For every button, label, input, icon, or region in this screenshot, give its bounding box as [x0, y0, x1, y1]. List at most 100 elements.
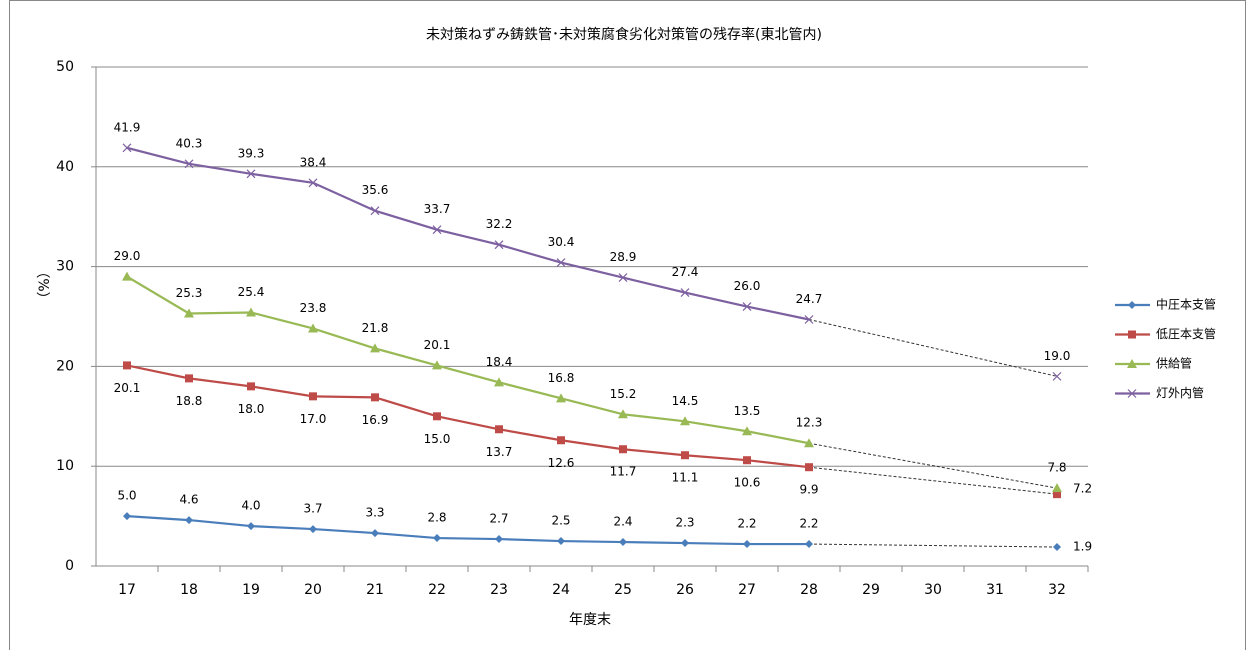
- data-label: 2.4: [613, 515, 632, 529]
- data-point: [743, 540, 751, 549]
- data-label: 20.1: [424, 338, 451, 352]
- data-point: [618, 273, 628, 283]
- data-label: 3.7: [303, 502, 322, 516]
- data-label: 2.2: [799, 517, 818, 531]
- legend-marker: [1128, 330, 1136, 339]
- data-point: [495, 425, 503, 434]
- data-point: [681, 539, 689, 548]
- legend-label: 灯外内管: [1156, 385, 1204, 400]
- data-label: 11.1: [672, 471, 699, 485]
- y-tick-label: 10: [56, 458, 74, 474]
- data-point: [185, 516, 193, 525]
- projection-line: [808, 442, 1058, 489]
- x-tick-label: 20: [304, 582, 322, 598]
- legend-label: 中圧本支管: [1156, 297, 1216, 312]
- x-tick-label: 18: [180, 582, 198, 598]
- data-label: 12.6: [548, 456, 575, 470]
- data-point: [742, 426, 752, 436]
- data-label: 19.0: [1044, 349, 1071, 363]
- series-line: [126, 364, 810, 469]
- y-axis-label: （%）: [37, 264, 53, 305]
- data-label: 24.7: [796, 292, 823, 306]
- data-point: [742, 302, 752, 311]
- data-label: 10.6: [734, 476, 761, 490]
- data-point: [309, 392, 317, 401]
- data-point: [556, 393, 566, 403]
- data-point: [371, 529, 379, 538]
- data-point: [246, 307, 256, 317]
- data-label: 26.0: [734, 279, 761, 293]
- series-line: [126, 146, 810, 321]
- data-label: 2.2: [737, 517, 756, 531]
- data-point: [247, 522, 255, 531]
- data-label: 1.9: [1073, 540, 1092, 554]
- x-tick-label: 22: [428, 582, 446, 598]
- series-line: [126, 515, 809, 546]
- legend-label: 供給管: [1156, 356, 1192, 371]
- data-point: [371, 393, 379, 402]
- data-point: [619, 538, 627, 547]
- data-point: [494, 240, 504, 250]
- y-tick-label: 30: [56, 259, 74, 275]
- data-point: [370, 343, 380, 353]
- projection-line: [808, 543, 1058, 548]
- data-label: 4.0: [241, 499, 260, 513]
- data-label: 21.8: [362, 321, 389, 335]
- data-label: 13.7: [486, 445, 513, 459]
- data-point: [309, 525, 317, 534]
- legend-marker: [1127, 359, 1137, 368]
- data-label: 27.4: [672, 265, 699, 279]
- data-label: 16.9: [362, 413, 389, 427]
- data-point: [1052, 371, 1062, 381]
- data-label: 11.7: [610, 465, 637, 479]
- data-point: [432, 225, 442, 235]
- data-point: [681, 451, 689, 460]
- data-label: 40.3: [176, 136, 203, 150]
- data-point: [247, 382, 255, 391]
- legend-marker: [1127, 389, 1137, 398]
- data-label: 28.9: [610, 250, 637, 264]
- data-label: 18.0: [238, 402, 265, 416]
- data-label: 25.4: [238, 285, 265, 299]
- x-tick-label: 31: [986, 582, 1004, 598]
- data-point: [122, 271, 132, 281]
- x-tick-label: 23: [490, 582, 508, 598]
- chart-frame: [9, 0, 1246, 650]
- x-tick-label: 32: [1048, 582, 1066, 598]
- data-point: [308, 323, 318, 333]
- data-label: 7.8: [1047, 461, 1066, 475]
- x-tick-label: 17: [118, 582, 136, 598]
- series-line: [126, 275, 810, 445]
- data-point: [433, 412, 441, 421]
- x-tick-label: 21: [366, 582, 384, 598]
- data-label: 7.2: [1073, 482, 1092, 496]
- data-label: 9.9: [799, 483, 818, 497]
- data-label: 33.7: [424, 202, 451, 216]
- data-label: 38.4: [300, 155, 327, 169]
- x-tick-label: 29: [862, 582, 880, 598]
- data-point: [495, 535, 503, 544]
- data-point: [184, 308, 194, 318]
- data-label: 20.1: [114, 381, 141, 395]
- x-tick-label: 30: [924, 582, 942, 598]
- data-label: 15.2: [610, 387, 637, 401]
- data-label: 13.5: [734, 404, 761, 418]
- data-point: [805, 463, 813, 472]
- data-point: [246, 169, 256, 179]
- chart-title: 未対策ねずみ鋳鉄管･未対策腐食劣化対策管の残存率(東北管内): [426, 26, 822, 43]
- data-label: 18.8: [176, 394, 203, 408]
- data-point: [804, 438, 814, 448]
- data-label: 35.6: [362, 183, 389, 197]
- data-label: 5.0: [117, 489, 136, 503]
- data-point: [122, 143, 132, 153]
- data-point: [557, 537, 565, 546]
- y-tick-label: 0: [65, 558, 74, 574]
- data-label: 18.4: [486, 355, 513, 369]
- data-point: [432, 360, 442, 370]
- data-label: 16.8: [548, 371, 575, 385]
- data-point: [1053, 543, 1061, 552]
- data-label: 4.6: [179, 493, 198, 507]
- y-tick-label: 50: [56, 59, 74, 75]
- projection-line: [808, 319, 1058, 377]
- data-label: 2.8: [427, 511, 446, 525]
